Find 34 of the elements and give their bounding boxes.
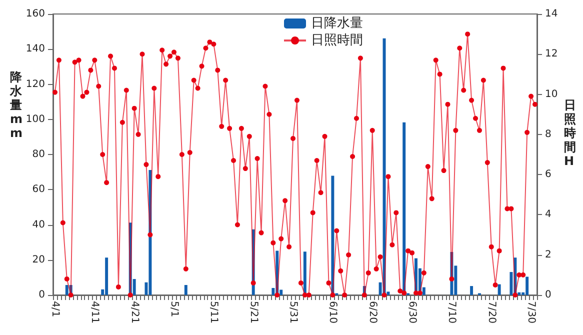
y2-axis-title: 日照時間H [564, 98, 576, 168]
x-tick-label: 5/21 [248, 301, 259, 324]
x-tick-label: 6/10 [327, 301, 338, 324]
y-tick-label: 100 [26, 114, 45, 125]
x-tick-label: 4/1 [49, 301, 60, 318]
y2-tick-label: 8 [545, 128, 552, 140]
y2-tick-label: 6 [545, 169, 552, 180]
y-tick-label: 120 [26, 78, 45, 90]
y-tick-label: 160 [26, 8, 45, 20]
x-tick-label: 7/10 [446, 301, 458, 324]
y-tick-label: 0 [38, 290, 45, 300]
x-tick-label: 4/21 [128, 301, 140, 324]
legend-label: 日降水量 [311, 16, 363, 31]
x-tick-label: 6/30 [406, 301, 418, 324]
legend-label: 日照時間 [311, 33, 363, 48]
y-tick-label: 60 [32, 184, 45, 196]
y2-tick-label: 2 [545, 249, 552, 260]
y2-tick-label: 14 [545, 8, 558, 20]
x-tick-label: 5/11 [208, 301, 220, 324]
x-tick-label: 6/20 [366, 301, 378, 324]
y-tick-label: 80 [32, 149, 45, 160]
y2-tick-label: 12 [545, 48, 558, 60]
y2-tick-label: 4 [545, 209, 552, 220]
y2-tick-label: 0 [545, 290, 552, 300]
y-tick-label: 140 [26, 44, 45, 55]
x-tick-label: 5/1 [168, 301, 180, 318]
x-tick-label: 4/11 [89, 301, 100, 324]
x-tick-label: 7/30 [526, 301, 537, 324]
y2-tick-label: 10 [545, 88, 558, 100]
y-tick-label: 40 [32, 219, 45, 230]
x-tick-label: 5/31 [288, 301, 299, 324]
x-tick-label: 7/20 [486, 301, 497, 324]
y-axis-title: 降水量mm [9, 70, 23, 140]
y-tick-label: 20 [32, 254, 45, 266]
